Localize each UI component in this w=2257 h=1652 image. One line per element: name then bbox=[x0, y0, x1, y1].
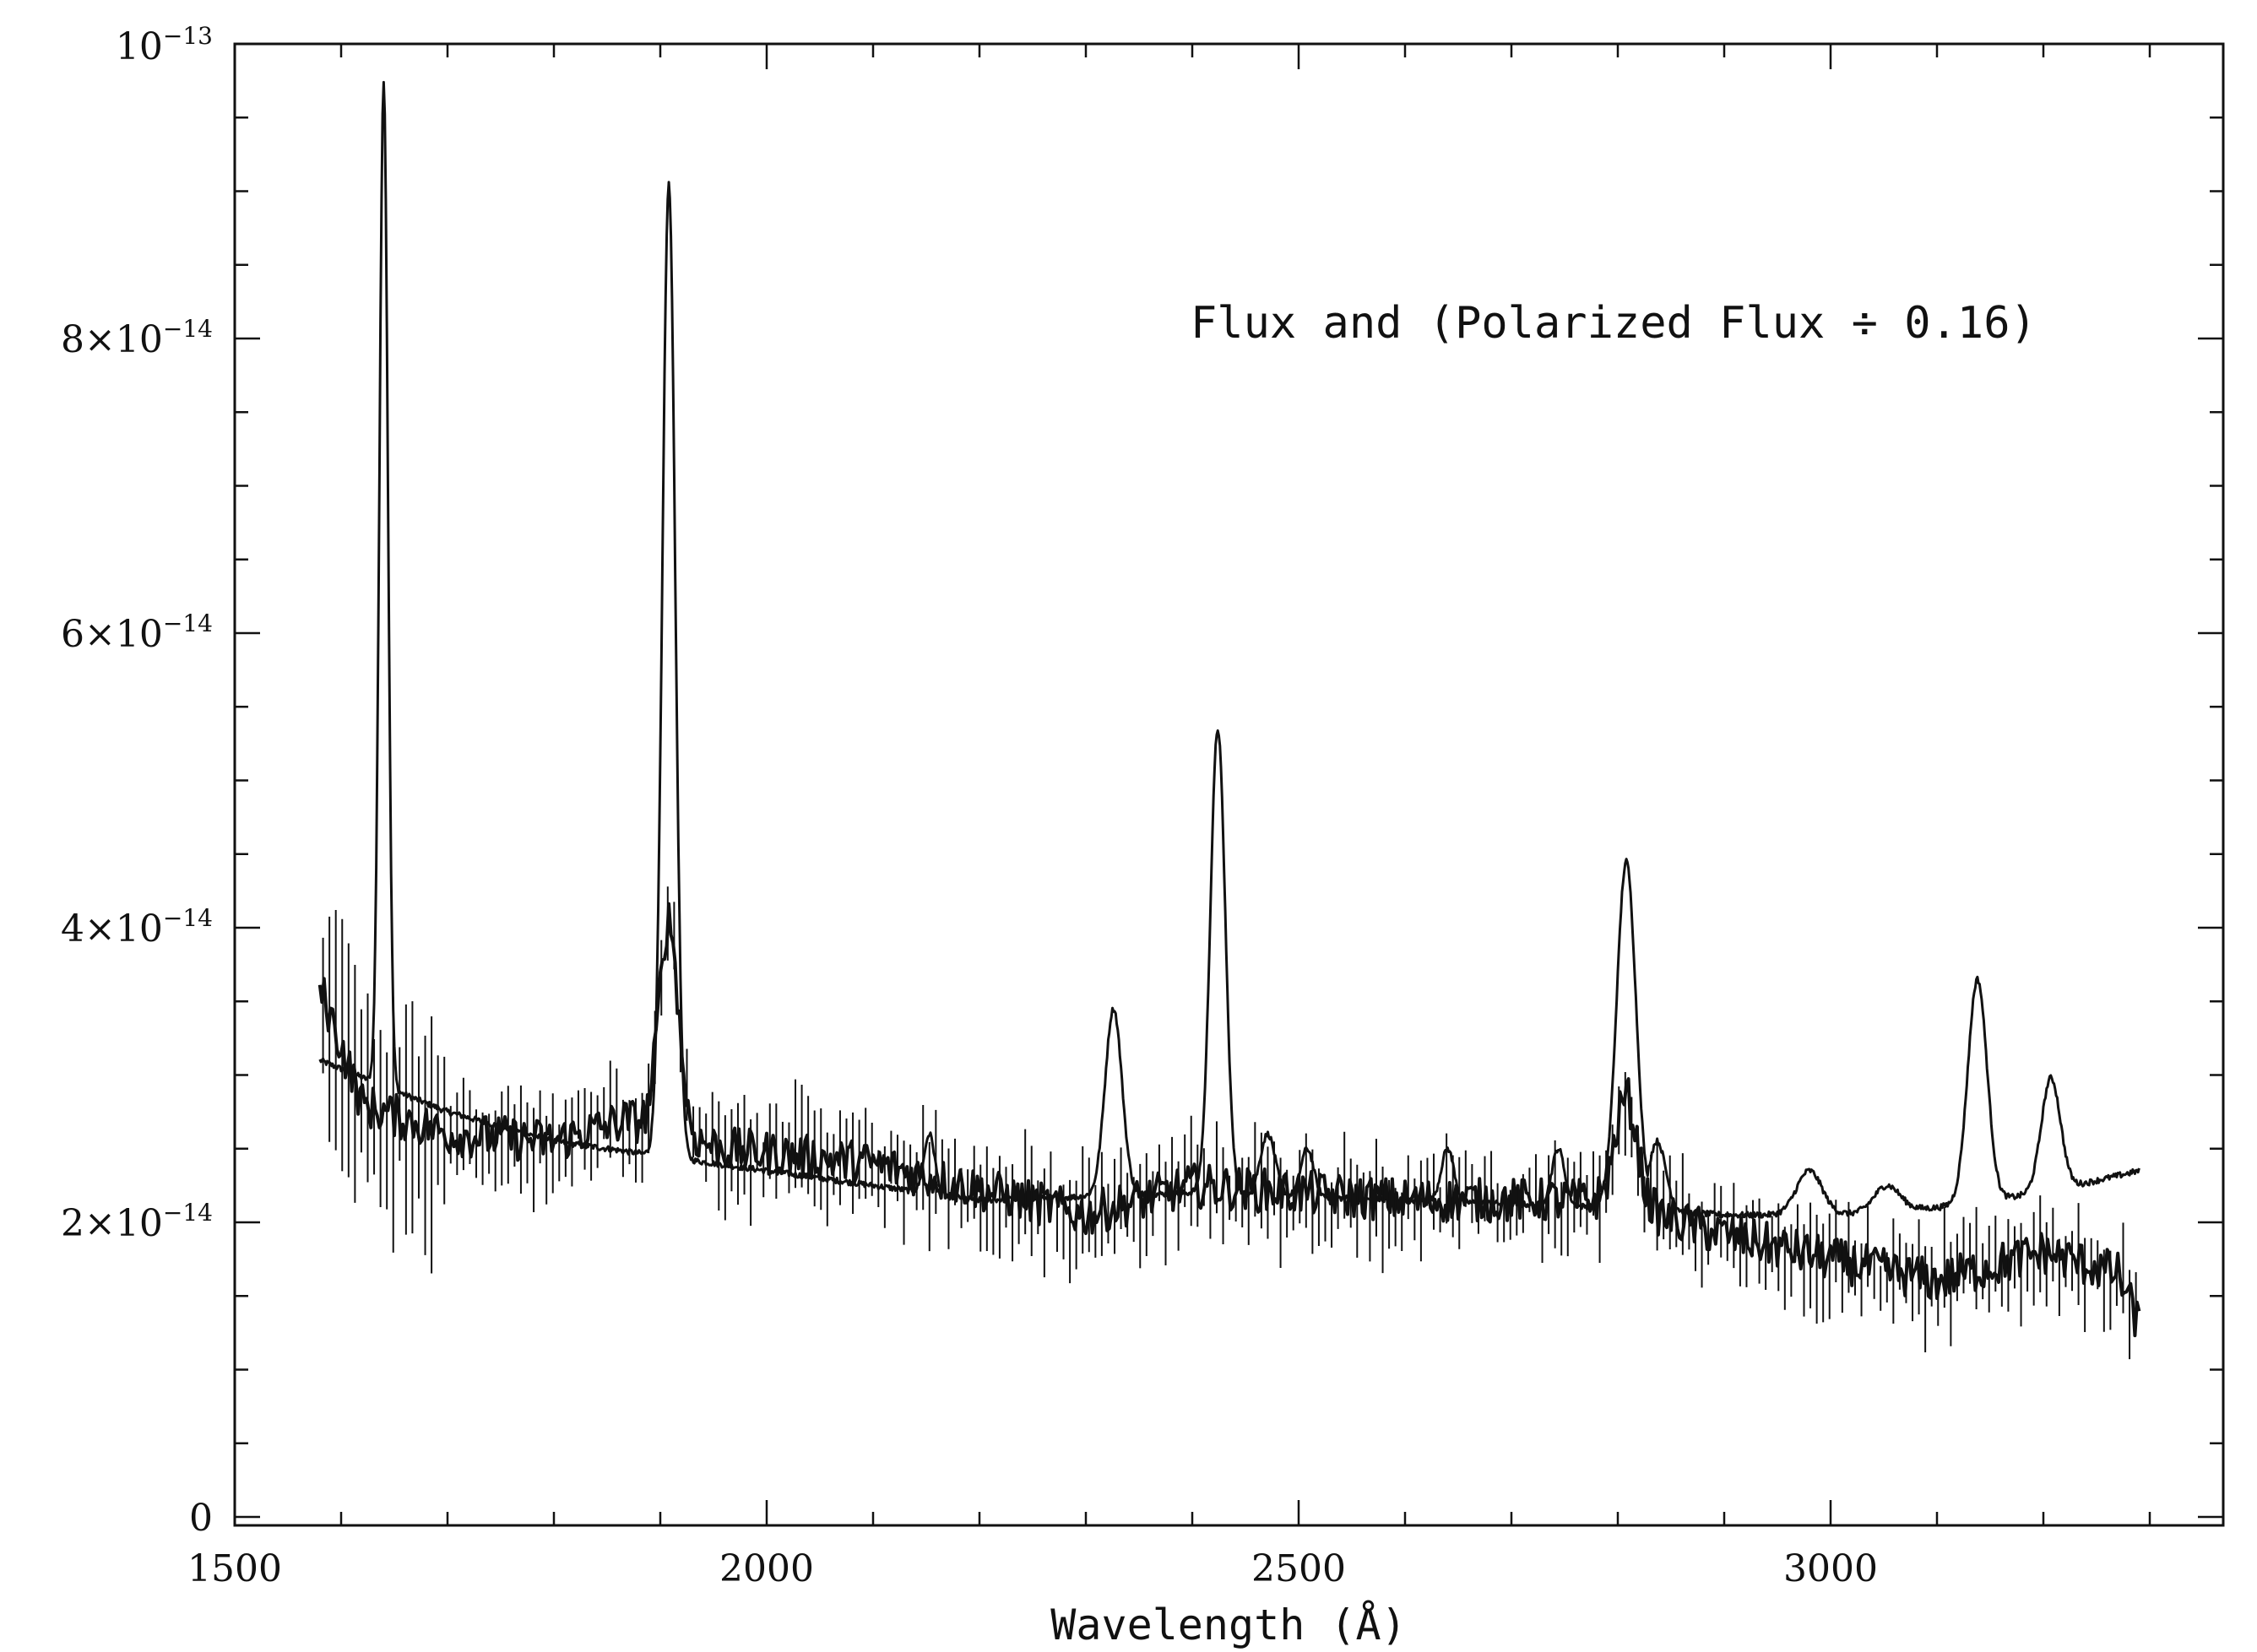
y-tick-label: 0 bbox=[189, 1497, 213, 1540]
polarized-flux-line bbox=[317, 902, 2141, 1338]
x-tick-label: 3000 bbox=[1783, 1547, 1878, 1590]
y-tick-label: 10−13 bbox=[116, 22, 213, 68]
series-layer bbox=[317, 80, 2141, 1360]
x-axis-title: Wavelength (Å) bbox=[1050, 1601, 1406, 1649]
x-tick-label: 2500 bbox=[1251, 1547, 1346, 1590]
x-tick-label: 1500 bbox=[187, 1547, 282, 1590]
y-tick-label: 4×10−14 bbox=[61, 904, 213, 951]
series-polarized-flux bbox=[317, 886, 2141, 1360]
flux-line bbox=[318, 80, 2140, 1219]
x-tick-label: 2000 bbox=[719, 1547, 814, 1590]
y-tick-label: 2×10−14 bbox=[61, 1199, 213, 1245]
y-tick-label: 6×10−14 bbox=[61, 609, 213, 656]
axis-ticks: 1500 2000 2500 3000 0 2×10−14 4×10−14 6×10−14 8×… bbox=[61, 22, 2223, 1590]
plot-frame bbox=[233, 42, 2225, 1527]
y-tick-label: 8×10−14 bbox=[61, 315, 213, 361]
series-flux bbox=[318, 80, 2140, 1219]
chart-annotation: Flux and (Polarized Flux ÷ 0.16) bbox=[1191, 298, 2037, 349]
